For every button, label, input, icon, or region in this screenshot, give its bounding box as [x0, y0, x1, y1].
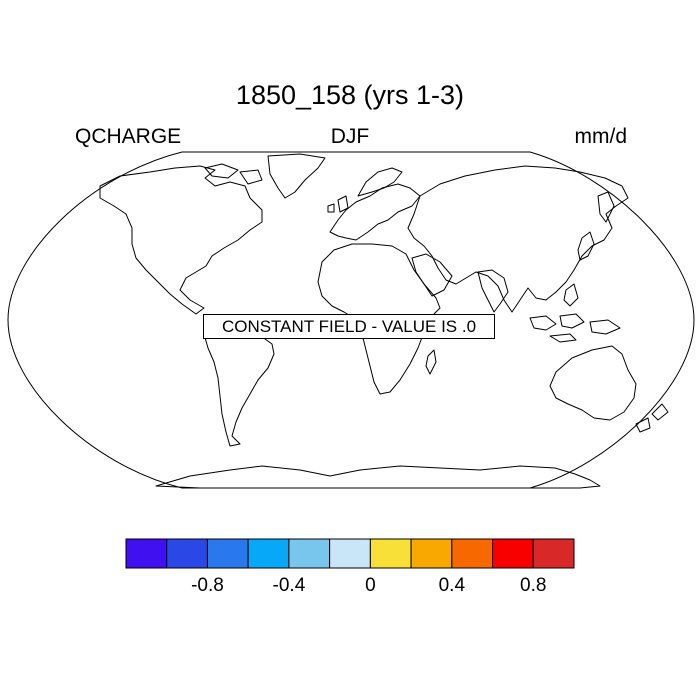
coastline-greenland — [267, 153, 326, 199]
coastline-british-isles — [327, 195, 349, 213]
coastline-new-zealand — [635, 403, 669, 433]
colorbar-tick-label: 0 — [365, 575, 376, 596]
coastline-north-america — [99, 165, 263, 315]
coastline-scandinavia — [357, 167, 403, 197]
colorbar-swatch — [492, 538, 534, 569]
season-label: DJF — [330, 125, 370, 148]
colorbar-swatch — [532, 538, 575, 569]
coastline-indonesia — [529, 313, 621, 343]
colorbar-tick-label: -0.8 — [191, 575, 224, 596]
coastline-arabia — [411, 253, 453, 297]
colorbar-tick-label: 0.8 — [520, 575, 547, 596]
coastline-australia — [549, 345, 637, 421]
coastline-philippines — [563, 283, 579, 307]
coastline-asia — [407, 165, 629, 313]
coastline-canadian-islands — [204, 163, 263, 185]
colorbar-swatch — [125, 538, 168, 569]
colorbar-swatch — [451, 538, 494, 569]
colorbar-tick-label: 0.4 — [438, 575, 466, 596]
colorbar-swatch — [369, 538, 412, 569]
constant-field-message: CONSTANT FIELD - VALUE IS .0 — [203, 314, 495, 339]
coastline-kamchatka — [597, 191, 615, 223]
colorbar-swatch — [247, 538, 290, 569]
coastline-europe — [329, 183, 421, 241]
variable-label: QCHARGE — [75, 125, 182, 148]
plot-title: 1850_158 (yrs 1-3) — [235, 80, 465, 110]
coastline-antarctica — [155, 465, 601, 489]
coastline-south-america — [203, 317, 275, 447]
units-label: mm/d — [574, 125, 628, 148]
colorbar-tick-label: -0.4 — [272, 575, 306, 596]
colorbar-swatch — [410, 538, 453, 569]
coastline-madagascar — [425, 349, 437, 375]
coastlines — [99, 153, 669, 489]
colorbar-swatch — [329, 538, 371, 569]
colorbar-swatch — [166, 538, 208, 569]
colorbar-swatch — [288, 538, 331, 569]
coastline-india — [477, 269, 509, 313]
colorbar-swatch — [206, 538, 249, 569]
coastline-japan — [577, 231, 595, 261]
